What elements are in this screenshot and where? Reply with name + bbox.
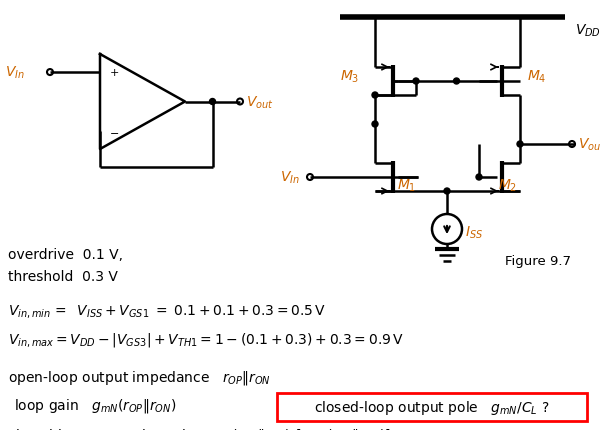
- Circle shape: [413, 79, 419, 85]
- Text: $\mathit{V}_{\mathit{out}}$: $\mathit{V}_{\mathit{out}}$: [578, 136, 600, 153]
- Text: closed-loop output pole   $g_{mN}/C_L$ ?: closed-loop output pole $g_{mN}/C_L$ ?: [314, 398, 550, 416]
- Text: Figure 9.7: Figure 9.7: [505, 255, 571, 268]
- Text: $\mathit{M}_1$: $\mathit{M}_1$: [397, 178, 416, 194]
- Circle shape: [209, 99, 215, 105]
- Circle shape: [372, 122, 378, 128]
- Circle shape: [454, 79, 460, 85]
- Text: closed-loop output impedance   $(r_{OP}\|r_{ON})/[g_{mN}(r_{OP}\|r_{ON})]=1/g_{m: closed-loop output impedance $(r_{OP}\|r…: [8, 426, 448, 430]
- Text: overdrive  0.1 V,: overdrive 0.1 V,: [8, 247, 123, 261]
- FancyBboxPatch shape: [277, 393, 587, 421]
- Text: $V_{DD} = 1\,\mathrm{V}$: $V_{DD} = 1\,\mathrm{V}$: [575, 23, 600, 39]
- Circle shape: [372, 93, 378, 99]
- Text: $\mathit{M}_4$: $\mathit{M}_4$: [527, 69, 547, 85]
- Text: $V_{in,min}\,=\;\;V_{ISS}+V_{GS1}\;=\;0.1+0.1+0.3 = 0.5\,\mathrm{V}$: $V_{in,min}\,=\;\;V_{ISS}+V_{GS1}\;=\;0.…: [8, 302, 326, 319]
- Text: $\mathit{V}_{\mathit{out}}$: $\mathit{V}_{\mathit{out}}$: [246, 94, 274, 111]
- Text: loop gain   $g_{mN}(r_{OP}\|r_{ON})$: loop gain $g_{mN}(r_{OP}\|r_{ON})$: [14, 396, 176, 414]
- Text: $-$: $-$: [109, 127, 119, 137]
- Text: +: +: [109, 68, 119, 78]
- Circle shape: [517, 141, 523, 147]
- Text: $\mathit{I}_{SS}$: $\mathit{I}_{SS}$: [465, 224, 483, 241]
- Text: $\mathit{M}_2$: $\mathit{M}_2$: [498, 178, 517, 194]
- Text: open-loop output impedance   $r_{OP}\|r_{ON}$: open-loop output impedance $r_{OP}\|r_{O…: [8, 368, 271, 386]
- Text: $\mathit{V}_{\mathit{In}}$: $\mathit{V}_{\mathit{In}}$: [5, 64, 25, 81]
- Text: $V_{in,max}=V_{DD}-|V_{GS3}|+V_{TH1}=1-(0.1+0.3)+0.3=0.9\,\mathrm{V}$: $V_{in,max}=V_{DD}-|V_{GS3}|+V_{TH1}=1-(…: [8, 330, 404, 348]
- Circle shape: [476, 175, 482, 181]
- Circle shape: [444, 189, 450, 194]
- Text: threshold  0.3 V: threshold 0.3 V: [8, 269, 118, 283]
- Text: $\mathit{V}_{\mathit{In}}$: $\mathit{V}_{\mathit{In}}$: [280, 169, 300, 186]
- Text: $\mathit{M}_3$: $\mathit{M}_3$: [340, 69, 359, 85]
